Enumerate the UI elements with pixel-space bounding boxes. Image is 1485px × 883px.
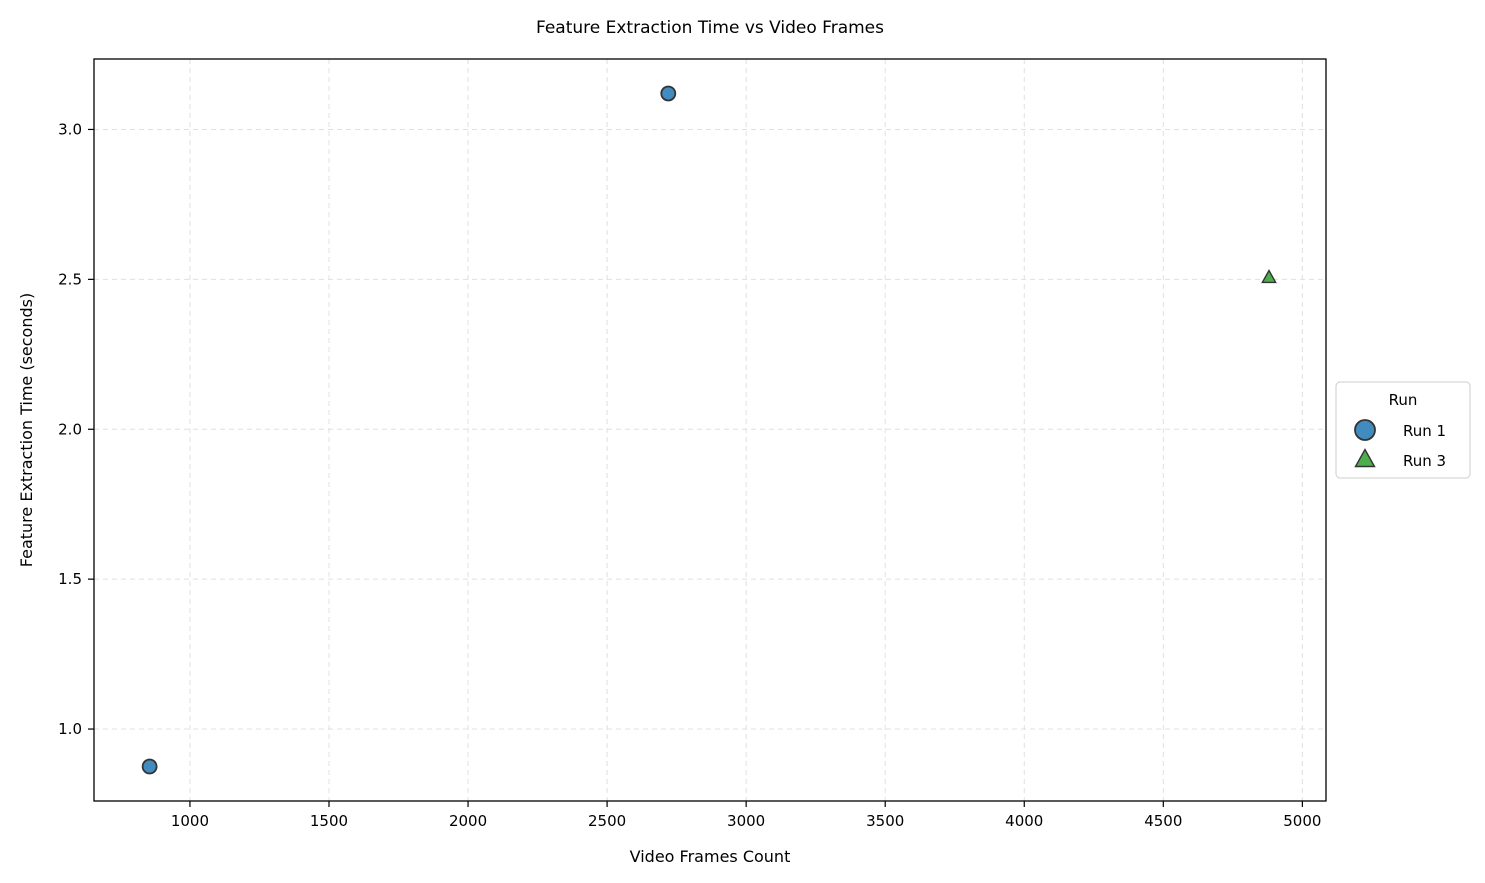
x-tick-label: 1000: [171, 812, 209, 830]
x-axis-ticks: 1000 1500 2000 2500 3000 3500 4000 4500 5000: [171, 801, 1321, 830]
legend-items: Run 1 Run 3: [1354, 419, 1446, 470]
x-tick-label: 5000: [1283, 812, 1321, 830]
legend-label: Run 3: [1403, 452, 1446, 470]
x-tick-label: 4000: [1005, 812, 1043, 830]
grid-lines: [94, 59, 1326, 801]
x-tick-label: 2000: [449, 812, 487, 830]
y-axis-label: Feature Extraction Time (seconds): [17, 293, 36, 567]
plot-frame: [93, 58, 1327, 802]
legend-marker: [1354, 448, 1376, 468]
data-point: [1261, 269, 1277, 284]
y-axis-ticks: 1.0 1.5 2.0 2.5 3.0: [58, 120, 94, 738]
data-point: [141, 758, 158, 775]
y-tick-label: 1.5: [58, 570, 82, 588]
x-tick-label: 1500: [310, 812, 348, 830]
data-point: [660, 85, 677, 102]
y-tick-label: 2.5: [58, 270, 82, 288]
y-tick-label: 1.0: [58, 720, 82, 738]
x-tick-label: 3000: [727, 812, 765, 830]
x-tick-label: 2500: [588, 812, 626, 830]
chart-title: Feature Extraction Time vs Video Frames: [536, 18, 884, 38]
legend-marker: [1354, 419, 1376, 441]
legend-label: Run 1: [1403, 422, 1446, 440]
legend: Run Run 1 Run 3: [1335, 381, 1471, 479]
x-tick-label: 3500: [866, 812, 904, 830]
y-tick-label: 3.0: [58, 120, 82, 138]
x-axis-label: Video Frames Count: [630, 847, 791, 866]
y-tick-label: 2.0: [58, 420, 82, 438]
legend-box: [1335, 381, 1471, 479]
x-tick-label: 4500: [1144, 812, 1182, 830]
data-points: [141, 85, 1277, 775]
legend-title: Run: [1389, 391, 1418, 409]
